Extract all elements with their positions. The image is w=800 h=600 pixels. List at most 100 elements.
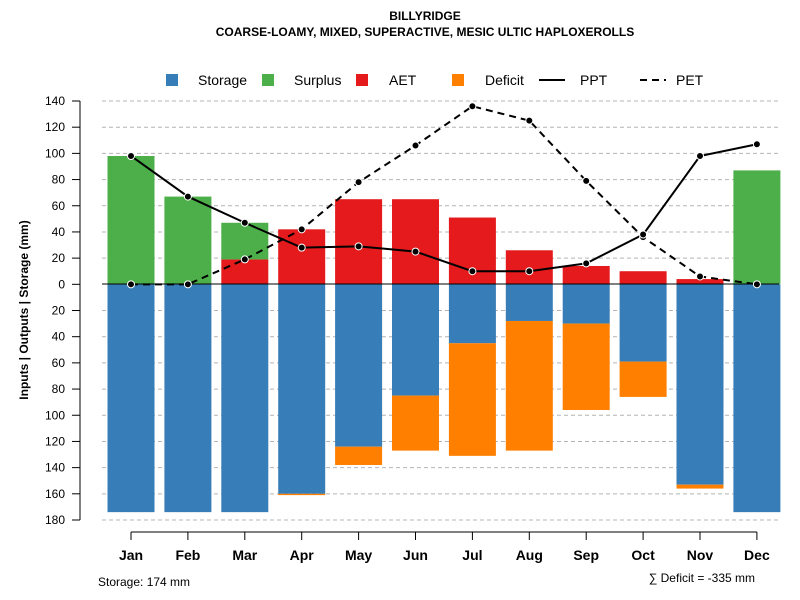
ppt-point: [468, 267, 477, 276]
pet-point: [127, 280, 135, 289]
pet-point: [525, 116, 534, 125]
legend-label: PPT: [580, 72, 608, 88]
x-tick-label: Jan: [119, 547, 143, 563]
storage-bar: [562, 284, 610, 324]
pet-point: [297, 225, 306, 234]
storage-bar: [164, 284, 212, 513]
y-axis-label: Inputs | Outputs | Storage (mm): [17, 220, 31, 399]
x-tick-label: Sep: [573, 547, 599, 563]
ppt-point: [354, 242, 363, 251]
aet-bar: [221, 259, 269, 285]
x-tick-label: Nov: [687, 547, 714, 563]
x-tick-label: Mar: [232, 547, 257, 563]
grid-lines: [102, 100, 779, 521]
aet-bar: [676, 279, 724, 285]
chart-title: BILLYRIDGE: [389, 9, 461, 23]
deficit-footer: ∑ Deficit = -335 mm: [649, 571, 755, 585]
ppt-point: [127, 151, 135, 160]
legend-label: Surplus: [294, 72, 341, 88]
deficit-bar: [676, 484, 724, 489]
legend-label: PET: [676, 72, 704, 88]
y-tick-label: 120: [45, 434, 65, 448]
x-tick-label: Apr: [290, 547, 315, 563]
aet-bar: [619, 271, 667, 285]
storage-bar: [392, 284, 439, 396]
y-tick-label: 40: [52, 225, 66, 239]
ppt-point: [240, 218, 249, 227]
ppt-point: [297, 243, 306, 252]
storage-bar: [505, 284, 553, 321]
y-tick-label: 20: [52, 304, 66, 318]
x-axis: Jan Feb Mar Apr May Jun Jul Aug Sep Oct Nov Dec: [119, 531, 770, 563]
line-series-group: [127, 102, 761, 289]
y-tick-label: 100: [45, 408, 65, 422]
storage-bar: [619, 284, 667, 362]
legend-swatch: [452, 74, 464, 86]
aet-bar: [278, 229, 326, 285]
deficit-bar: [392, 395, 439, 451]
legend-swatch: [166, 74, 178, 86]
pet-point: [411, 141, 420, 150]
legend-label: Storage: [198, 72, 247, 88]
aet-bar: [392, 199, 439, 285]
y-tick-label: 80: [52, 173, 66, 187]
surplus-bar: [107, 155, 155, 285]
chart-legend: Storage Surplus AET Deficit PPT PET: [166, 72, 704, 88]
ppt-line: [130, 143, 758, 273]
chart-subtitle: COARSE-LOAMY, MIXED, SUPERACTIVE, MESIC …: [216, 25, 634, 39]
bar-group: [107, 155, 781, 513]
pet-line: [131, 105, 758, 286]
y-axis: 140 120 100 80 60 40 20 0 20 40 60 80 100 120 140 160 18…: [45, 94, 81, 527]
y-tick-label: 120: [45, 120, 65, 134]
y-tick-label: 160: [45, 487, 65, 501]
y-tick-label: 100: [45, 146, 65, 160]
aet-bar: [335, 199, 383, 285]
storage-bar: [448, 284, 496, 344]
legend-label: Deficit: [485, 72, 524, 88]
deficit-bar: [562, 323, 610, 411]
x-tick-label: Aug: [516, 547, 543, 563]
y-tick-label: 40: [52, 330, 66, 344]
ppt-point: [696, 151, 704, 160]
x-tick-label: Jun: [403, 547, 428, 563]
y-tick-label: 140: [45, 461, 65, 475]
pet-point: [752, 280, 761, 289]
x-tick-label: Feb: [175, 547, 200, 563]
y-tick-label: 60: [52, 356, 66, 370]
legend-label: AET: [389, 72, 417, 88]
pet-point: [468, 102, 477, 111]
surplus-bar: [733, 170, 781, 285]
x-tick-label: May: [345, 547, 372, 563]
legend-swatch: [262, 74, 274, 86]
y-tick-label: 0: [58, 277, 65, 291]
y-tick-label: 140: [45, 94, 65, 108]
pet-point: [183, 280, 192, 289]
ppt-point: [752, 140, 761, 149]
y-tick-label: 80: [52, 382, 66, 396]
storage-bar: [733, 284, 781, 513]
y-tick-label: 20: [52, 251, 66, 265]
surplus-bar: [221, 222, 269, 260]
storage-bar: [335, 284, 383, 447]
pet-point: [354, 178, 363, 187]
deficit-bar: [619, 361, 667, 397]
aet-bar: [562, 265, 610, 285]
deficit-bar: [505, 320, 553, 451]
ppt-point: [411, 247, 420, 256]
surplus-bar: [164, 196, 212, 285]
x-tick-label: Oct: [631, 547, 655, 563]
pet-point: [240, 255, 249, 264]
x-tick-label: Jul: [462, 547, 482, 563]
x-tick-label: Dec: [744, 547, 770, 563]
deficit-bar: [448, 343, 496, 456]
ppt-point: [525, 267, 534, 276]
ppt-point: [639, 230, 648, 239]
legend-swatch: [356, 74, 368, 86]
ppt-point: [582, 259, 591, 268]
storage-footer: Storage: 174 mm: [98, 575, 190, 589]
deficit-bar: [335, 446, 383, 466]
storage-bar: [278, 284, 326, 494]
y-tick-label: 60: [52, 199, 66, 213]
pet-point: [582, 176, 591, 185]
